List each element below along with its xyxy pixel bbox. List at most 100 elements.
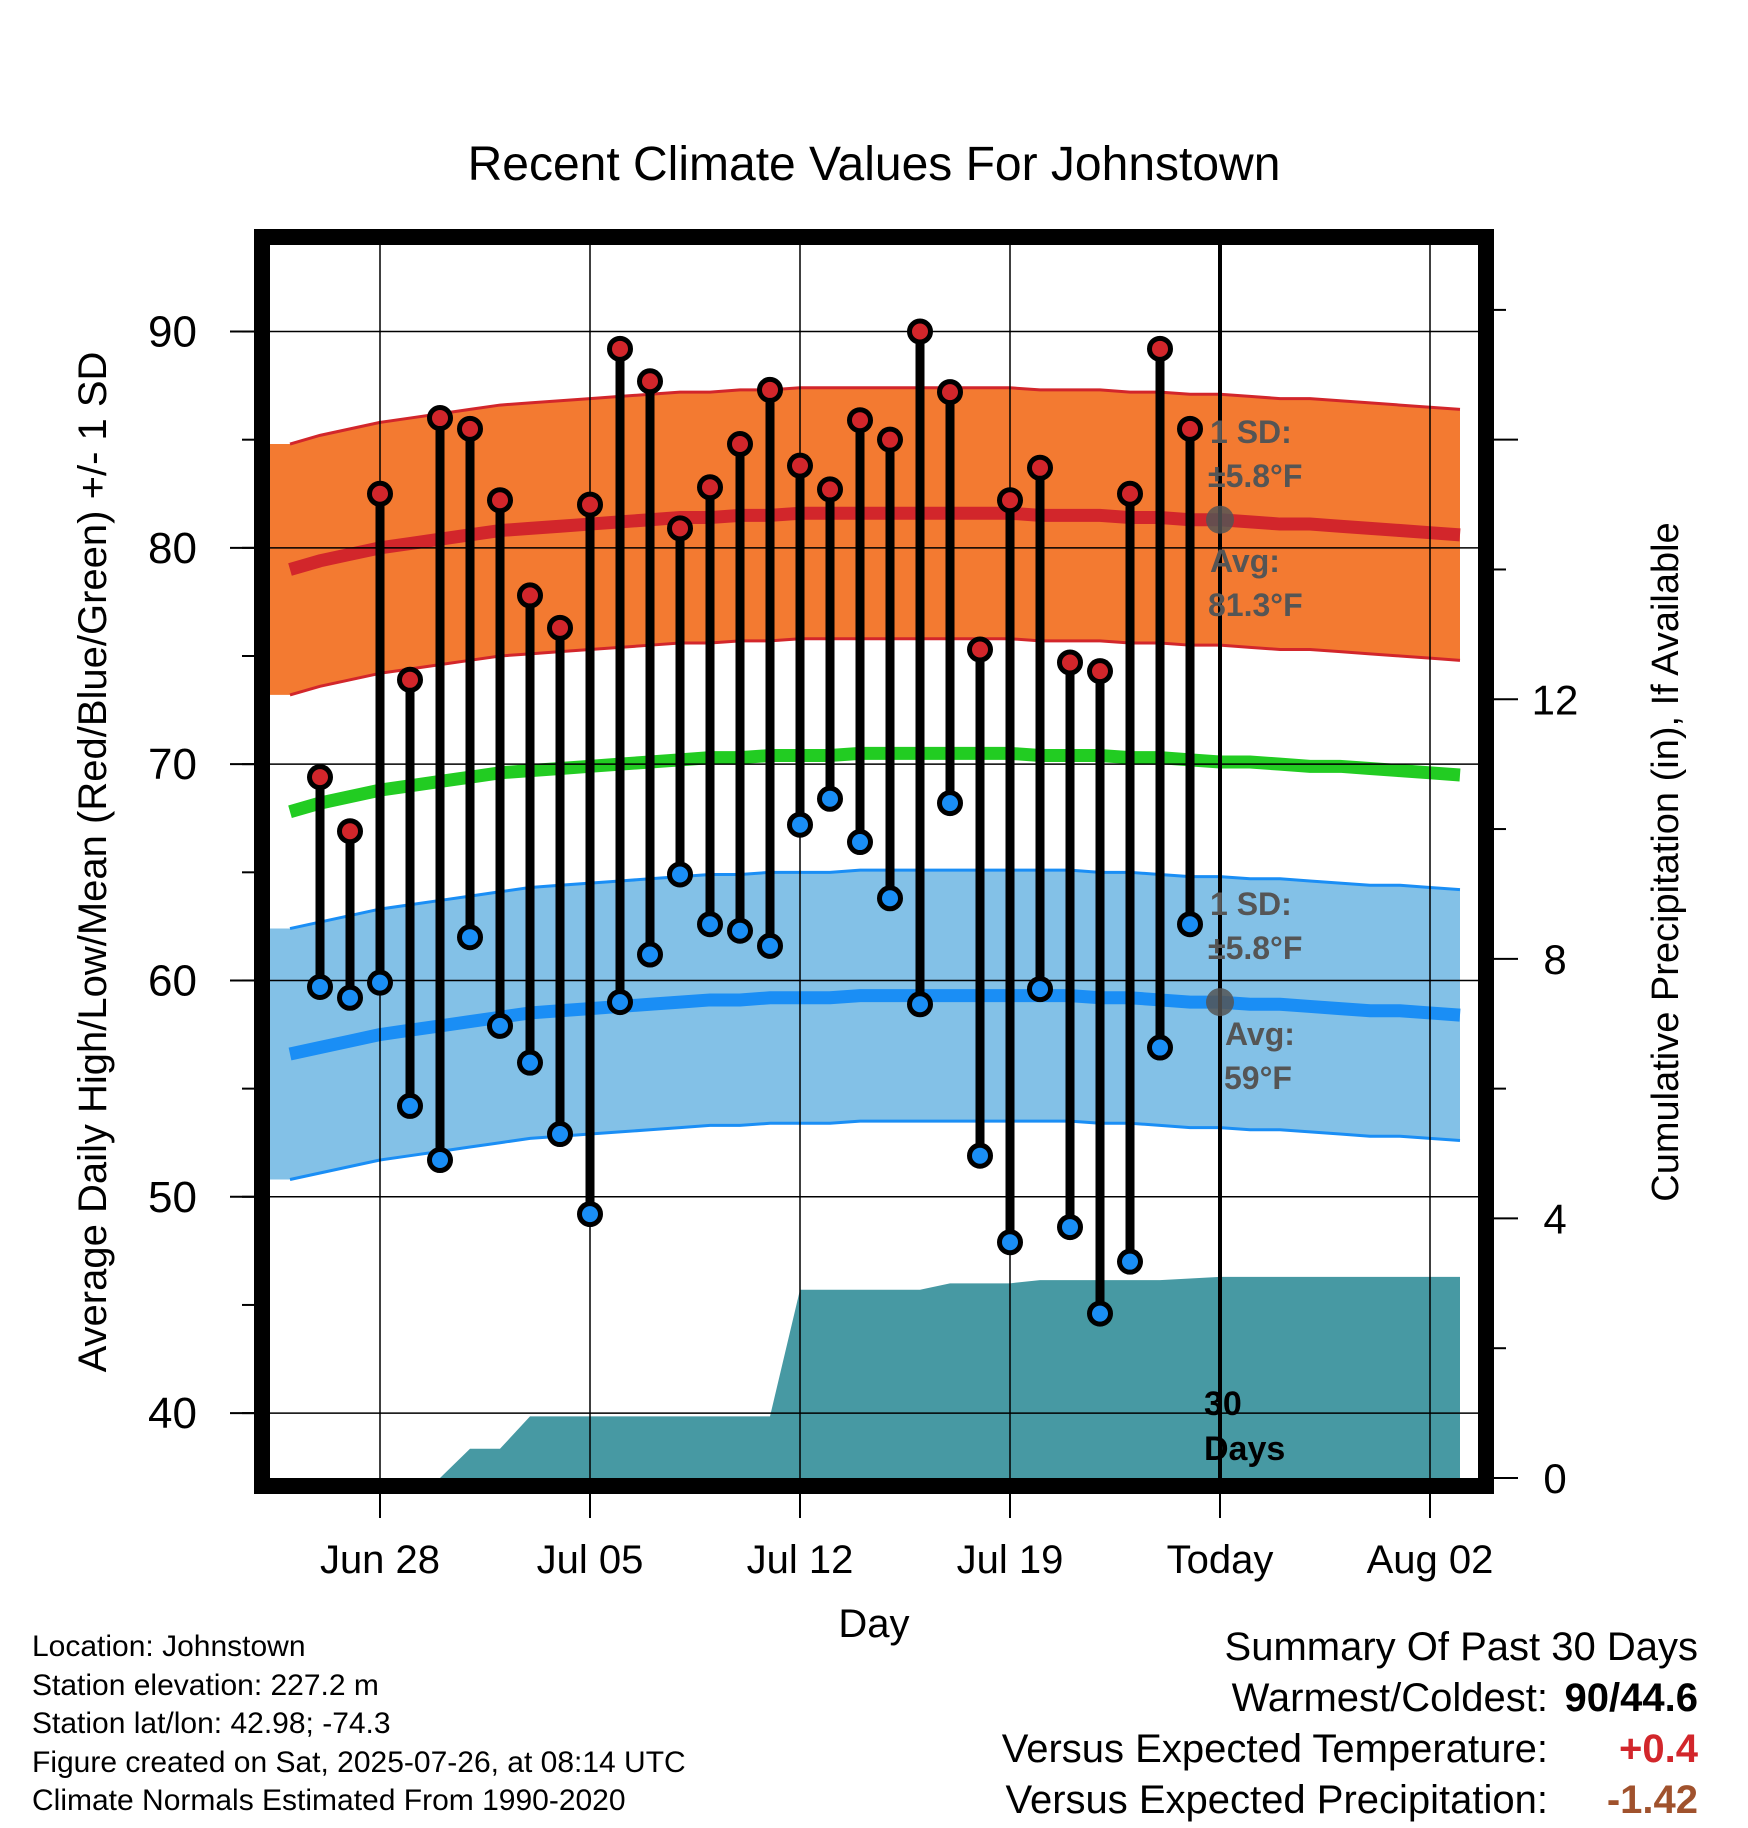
precip-departure-value: -1.42 bbox=[1606, 1778, 1698, 1822]
summary-heading: Summary Of Past 30 Days bbox=[1224, 1625, 1698, 1669]
precip-departure-label: Versus Expected Precipitation: bbox=[1005, 1778, 1548, 1822]
y-right-tick-label: 8 bbox=[1543, 936, 1566, 983]
high-sd-band-lower-edge bbox=[289, 637, 1461, 697]
daily-low-marker bbox=[967, 1142, 993, 1169]
daily-low-marker bbox=[667, 861, 693, 888]
x-axis-title: Day bbox=[838, 1602, 909, 1646]
normals-text: Climate Normals Estimated From 1990-2020 bbox=[32, 1784, 626, 1817]
daily-low-marker bbox=[1087, 1300, 1113, 1327]
plot-area bbox=[270, 245, 1478, 1478]
daily-low-marker bbox=[517, 1049, 543, 1076]
daily-low-marker bbox=[1027, 976, 1053, 1003]
daily-high-marker bbox=[1057, 649, 1083, 676]
daily-high-marker bbox=[817, 476, 843, 503]
daily-high-marker bbox=[1147, 335, 1173, 362]
daily-low-marker bbox=[1147, 1034, 1173, 1061]
low-sd-band-lower-edge bbox=[289, 1119, 1461, 1181]
daily-low-marker bbox=[397, 1092, 423, 1119]
low-avg-label: Avg: bbox=[1225, 1016, 1295, 1052]
x-tick-label: Jul 05 bbox=[537, 1538, 644, 1582]
daily-high-marker bbox=[727, 431, 753, 458]
daily-low-marker bbox=[577, 1201, 603, 1228]
plot-frame bbox=[254, 229, 1494, 1494]
low-avg-value: 59°F bbox=[1224, 1060, 1292, 1096]
daily-high-marker bbox=[397, 666, 423, 693]
daily-high-marker bbox=[757, 376, 783, 403]
daily-high-marker bbox=[997, 487, 1023, 514]
window-days-number: 30 bbox=[1204, 1385, 1242, 1423]
low-sd-label: 1 SD: bbox=[1210, 886, 1292, 922]
daily-high-marker bbox=[457, 415, 483, 442]
daily-low-marker bbox=[757, 932, 783, 959]
y-left-tick-label: 60 bbox=[148, 956, 197, 1005]
y-left-tick-label: 70 bbox=[148, 740, 197, 789]
daily-high-marker bbox=[667, 515, 693, 542]
summary-panel: Summary Of Past 30 Days Warmest/Coldest:… bbox=[1002, 1622, 1698, 1826]
daily-high-marker bbox=[907, 318, 933, 345]
warmest-value: 90/44.6 bbox=[1564, 1676, 1698, 1720]
daily-low-marker bbox=[907, 991, 933, 1018]
daily-low-marker bbox=[547, 1121, 573, 1148]
y-right-tick-label: 0 bbox=[1543, 1455, 1566, 1502]
x-tick-label: Today bbox=[1167, 1538, 1274, 1582]
daily-low-marker bbox=[487, 1012, 513, 1039]
daily-high-marker bbox=[637, 368, 663, 395]
daily-high-marker bbox=[307, 764, 333, 791]
normal-high-line bbox=[288, 506, 1461, 576]
low-sd-band-upper-edge bbox=[289, 868, 1461, 931]
y-left-tick-label: 50 bbox=[148, 1173, 197, 1222]
daily-low-marker bbox=[607, 989, 633, 1016]
daily-low-marker bbox=[1177, 911, 1203, 938]
created-text: Figure created on Sat, 2025-07-26, at 08… bbox=[32, 1745, 686, 1779]
today-high-avg-dot bbox=[1206, 505, 1234, 534]
daily-high-marker bbox=[877, 426, 903, 453]
daily-low-marker bbox=[997, 1229, 1023, 1256]
daily-high-marker bbox=[427, 405, 453, 432]
daily-high-marker bbox=[547, 614, 573, 641]
y-left-tick-label: 90 bbox=[148, 308, 197, 357]
y-left-tick-label: 40 bbox=[148, 1389, 197, 1438]
temp-departure-label: Versus Expected Temperature: bbox=[1001, 1727, 1548, 1771]
today-low-avg-dot bbox=[1206, 988, 1234, 1017]
daily-high-marker bbox=[1087, 658, 1113, 685]
daily-high-marker bbox=[847, 407, 873, 434]
x-tick-label: Jun 28 bbox=[320, 1538, 440, 1582]
daily-high-marker bbox=[967, 636, 993, 663]
high-avg-label: Avg: bbox=[1210, 543, 1280, 579]
daily-low-marker bbox=[937, 790, 963, 817]
latlon-text: Station lat/lon: 42.98; -74.3 bbox=[32, 1707, 391, 1740]
low-sd-value: ±5.8°F bbox=[1208, 930, 1302, 966]
daily-low-marker bbox=[427, 1147, 453, 1174]
y-right-tick-label: 12 bbox=[1532, 676, 1579, 723]
daily-low-marker bbox=[787, 811, 813, 838]
daily-high-marker bbox=[607, 335, 633, 362]
daily-high-marker bbox=[1177, 415, 1203, 442]
x-tick-label: Jul 19 bbox=[957, 1538, 1064, 1582]
daily-high-marker bbox=[487, 487, 513, 514]
daily-low-marker bbox=[727, 917, 753, 944]
station-info: Location: Johnstown Station elevation: 2… bbox=[32, 1628, 686, 1821]
daily-low-marker bbox=[307, 973, 333, 1000]
chart-title: Recent Climate Values For Johnstown bbox=[468, 138, 1281, 191]
elevation-text: Station elevation: 227.2 m bbox=[32, 1668, 379, 1702]
daily-high-marker bbox=[697, 474, 723, 501]
daily-low-marker bbox=[847, 829, 873, 856]
high-sd-label: 1 SD: bbox=[1210, 414, 1292, 450]
daily-low-marker bbox=[877, 885, 903, 912]
daily-low-marker bbox=[817, 785, 843, 812]
high-sd-value: ±5.8°F bbox=[1208, 458, 1302, 494]
x-tick-label: Jul 12 bbox=[747, 1538, 854, 1582]
y-right-axis-title: Cumulative Precipitation (in), If Availa… bbox=[1645, 522, 1687, 1201]
daily-low-marker bbox=[337, 984, 363, 1011]
high-avg-value: 81.3°F bbox=[1208, 587, 1303, 623]
daily-low-marker bbox=[1117, 1248, 1143, 1275]
daily-low-marker bbox=[367, 969, 393, 996]
daily-high-marker bbox=[1027, 454, 1053, 481]
daily-high-marker bbox=[787, 452, 813, 479]
y-left-axis-title: Average Daily High/Low/Mean (Red/Blue/Gr… bbox=[71, 352, 115, 1373]
daily-low-marker bbox=[457, 924, 483, 951]
precip-area bbox=[380, 1276, 1460, 1478]
x-tick-label: Aug 02 bbox=[1367, 1538, 1494, 1582]
daily-low-marker bbox=[1057, 1214, 1083, 1241]
